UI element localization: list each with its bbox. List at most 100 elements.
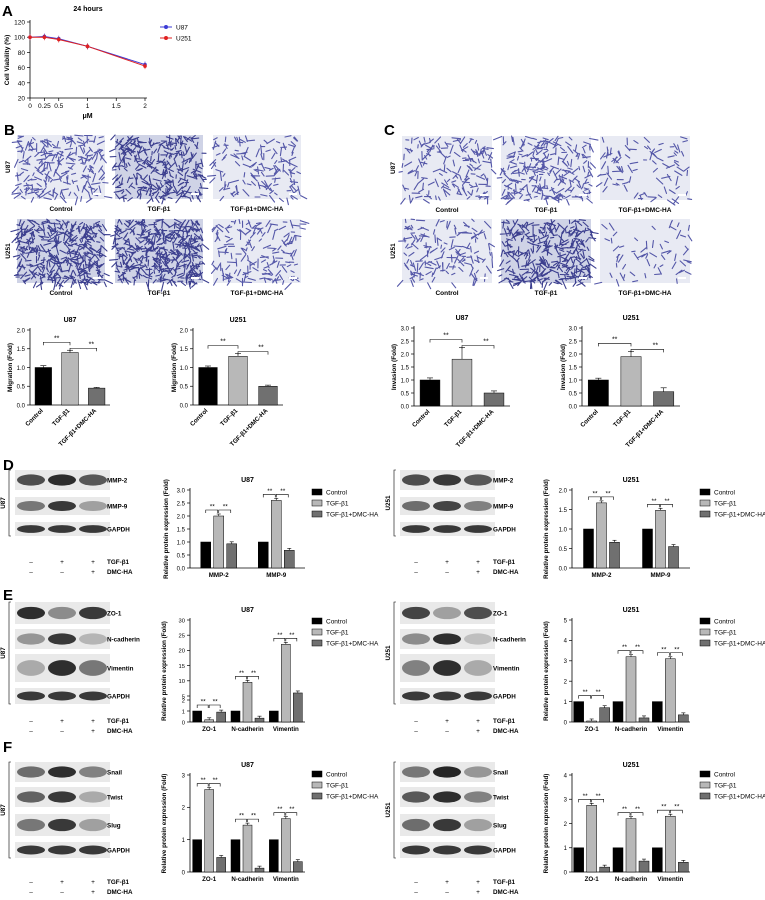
western-blot-E_bands-u87: ZO-1 N-cadherin Vimentin GAPDH U87 – + + TGF-β1 –… [0, 601, 140, 735]
y-tick-label: 1 [182, 709, 185, 715]
y-tick-label: 2.0 [559, 488, 568, 494]
data-point [56, 37, 61, 42]
bar-mmp-2-0 [200, 541, 211, 569]
western-blot-D_bands-u251: MMP-2 MMP-9 GAPDH U251 – + + TGF-β1 – – + DMC-HA [385, 469, 519, 576]
y-tick-label: 0.0 [401, 404, 410, 410]
y-tick-label: 2.5 [569, 339, 578, 345]
legend-label: U87 [176, 25, 188, 32]
significance-bracket [578, 695, 591, 699]
category-label: N-cadherin [231, 876, 264, 883]
cell-strokes [10, 218, 113, 291]
significance-mark: ** [651, 498, 657, 505]
protein-band [464, 660, 492, 676]
protein-band [79, 633, 107, 645]
bar-n-cadherin-0 [230, 839, 241, 873]
protein-band [402, 818, 430, 832]
chart-title: U251 [623, 315, 640, 322]
y-tick-label: 1.0 [177, 540, 186, 546]
protein-band [79, 791, 107, 803]
treatment-label: TGF-β1 [493, 559, 516, 566]
y-tick-label: 3 [564, 659, 568, 665]
y-tick-label: 40 [18, 80, 26, 87]
y-axis-label: Relative protein expression (Fold) [161, 774, 168, 874]
bar-mmp-9-0 [642, 528, 653, 569]
bar-n-cadherin-1 [625, 656, 637, 723]
significance-bracket [630, 812, 644, 816]
y-axis-label: Relative protein expression (Fold) [161, 621, 168, 721]
cell-strokes [595, 136, 693, 206]
protein-band [433, 525, 461, 533]
protein-band [79, 766, 107, 778]
micrograph-layer: U87 Control TGF-β1 TGF-β1+DMC-HA U251 Control… [5, 134, 693, 297]
significance-mark: ** [289, 806, 295, 813]
category-label: Vimentin [273, 876, 299, 883]
treatment-sign: + [445, 879, 449, 886]
significance-mark: ** [213, 699, 219, 706]
y-tick-label: 1.5 [401, 365, 410, 371]
bar-2 [653, 391, 675, 407]
treatment-label: TGF-β1 [493, 718, 516, 725]
significance-mark: ** [251, 813, 257, 820]
band-label: Slug [107, 823, 121, 830]
category-label: ZO-1 [202, 726, 217, 733]
legend-marker [164, 25, 168, 29]
treatment-label: TGF-β1 [107, 559, 130, 566]
row-label: U251 [390, 243, 397, 259]
cell-line-label: U87 [0, 647, 7, 659]
bar-0 [198, 367, 218, 406]
treatment-sign: – [445, 728, 449, 735]
significance-bracket [285, 812, 298, 816]
category-label: MMP-2 [592, 572, 612, 579]
protein-band [464, 691, 492, 701]
y-tick-label: 0.5 [401, 391, 410, 397]
y-tick-label: 1.0 [180, 366, 189, 372]
y-tick-label: 0.0 [177, 566, 186, 572]
y-tick-label: 1.5 [180, 347, 189, 353]
protein-band [48, 691, 76, 701]
protein-band [464, 766, 492, 778]
treatment-label: TGF-β1 [493, 879, 516, 886]
protein-band [433, 500, 461, 512]
band-label: MMP-9 [493, 504, 514, 511]
band-label: Twist [493, 795, 510, 802]
scale-bar [480, 277, 488, 279]
y-tick-label: 3.0 [569, 326, 578, 332]
y-tick-label: 1.0 [569, 378, 578, 384]
legend-swatch [311, 499, 323, 507]
band-label: Slug [493, 823, 507, 830]
invasion-u251-0 [396, 218, 495, 290]
treatment-sign: – [29, 879, 33, 886]
protein-band [433, 791, 461, 803]
significance-mark: ** [267, 488, 273, 495]
chart-title: U251 [623, 762, 640, 769]
protein-band [17, 845, 45, 855]
band-label: Vimentin [493, 666, 520, 673]
protein-band [402, 845, 430, 855]
protein-band [17, 606, 45, 620]
protein-band [402, 633, 430, 645]
condition-label: TGF-β1+DMC-HA [231, 290, 284, 297]
tf-u251-chart: U251 0 1 2 3 4 Relative protein expression (Fo… [543, 762, 765, 883]
treatment-sign: – [29, 889, 33, 896]
bar-mmp-2-1 [213, 515, 224, 569]
significance-mark: ** [635, 644, 641, 651]
protein-band [464, 525, 492, 533]
bar-mmp-9-1 [655, 510, 666, 569]
legend-label: TGF-β1+DMC-HA [326, 512, 379, 519]
cell-strokes [497, 219, 599, 291]
category-label: MMP-9 [651, 572, 671, 579]
invasion-u87-2 [595, 136, 693, 206]
y-tick-label: 60 [18, 65, 26, 72]
band-label: GAPDH [493, 527, 516, 534]
significance-mark: ** [635, 806, 641, 813]
y-tick-label: 1.0 [559, 527, 568, 533]
protein-band [464, 474, 492, 486]
y-axis-label: Invasion (Fold) [560, 344, 567, 390]
scale-bar [191, 193, 199, 195]
category-label: Vimentin [657, 876, 683, 883]
cell-strokes [396, 218, 495, 290]
y-tick-label: 2.0 [17, 328, 26, 334]
legend-label: Control [714, 490, 736, 497]
treatment-sign: + [476, 879, 480, 886]
